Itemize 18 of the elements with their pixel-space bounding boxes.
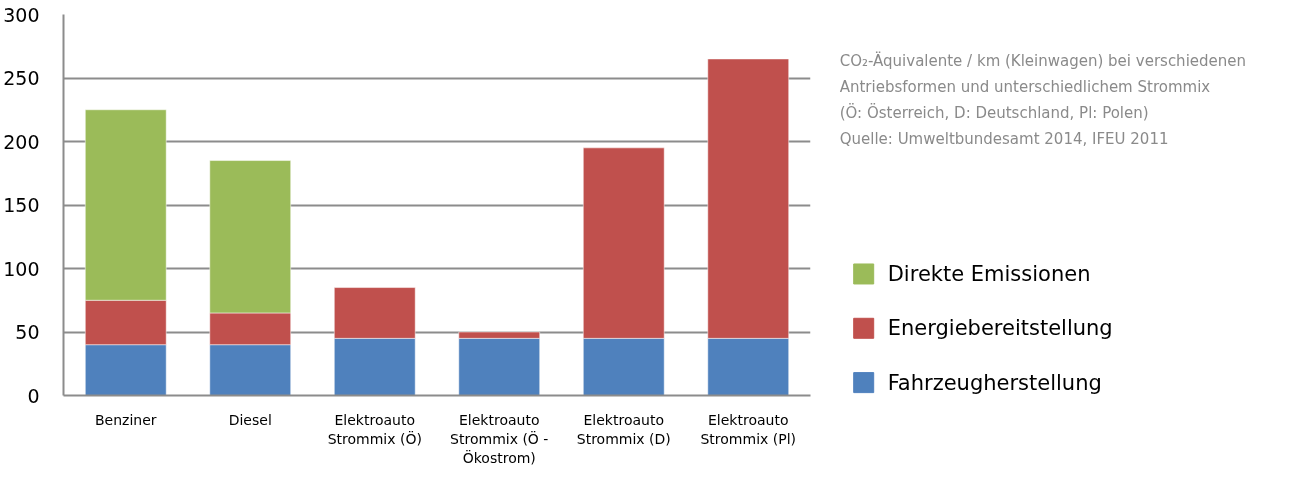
x-tick-label: Elektroauto Strommix (D) — [576, 411, 671, 447]
legend-label: Energiebereitstellung — [887, 316, 1113, 341]
y-tick-label: 50 — [15, 321, 40, 343]
y-tick-label: 300 — [3, 3, 40, 26]
x-tick-label: Elektroauto Strommix (Ö) — [327, 411, 422, 447]
y-tick-label: 0 — [27, 384, 40, 407]
x-tick-label: Elektroauto Strommix (Ö - Ökostrom) — [450, 411, 549, 466]
legend-label: Direkte Emissionen — [887, 261, 1091, 286]
y-tick-label: 150 — [3, 194, 40, 216]
y-tick-label: 250 — [3, 67, 40, 89]
legend-label: Fahrzeugherstellung — [887, 370, 1102, 395]
x-tick-label: Benziner — [94, 411, 157, 428]
y-tick-label: 200 — [3, 130, 40, 153]
y-tick-label: 100 — [3, 257, 40, 280]
source-note: Quelle: Umweltbundesamt 2014, IFEU 2011 — [839, 130, 1169, 149]
text: CO₂-Äquivalente / km (Kleinwagen) bei verschiedenen Antriebsformen und unterschiedlichem Strommix (Ö: Österreich, D: Deutschland, Pl: Polen) — [839, 50, 1247, 122]
x-tick-label: Elektroauto Strommix (Pl) — [700, 411, 797, 447]
x-tick-label: Diesel — [228, 411, 272, 428]
